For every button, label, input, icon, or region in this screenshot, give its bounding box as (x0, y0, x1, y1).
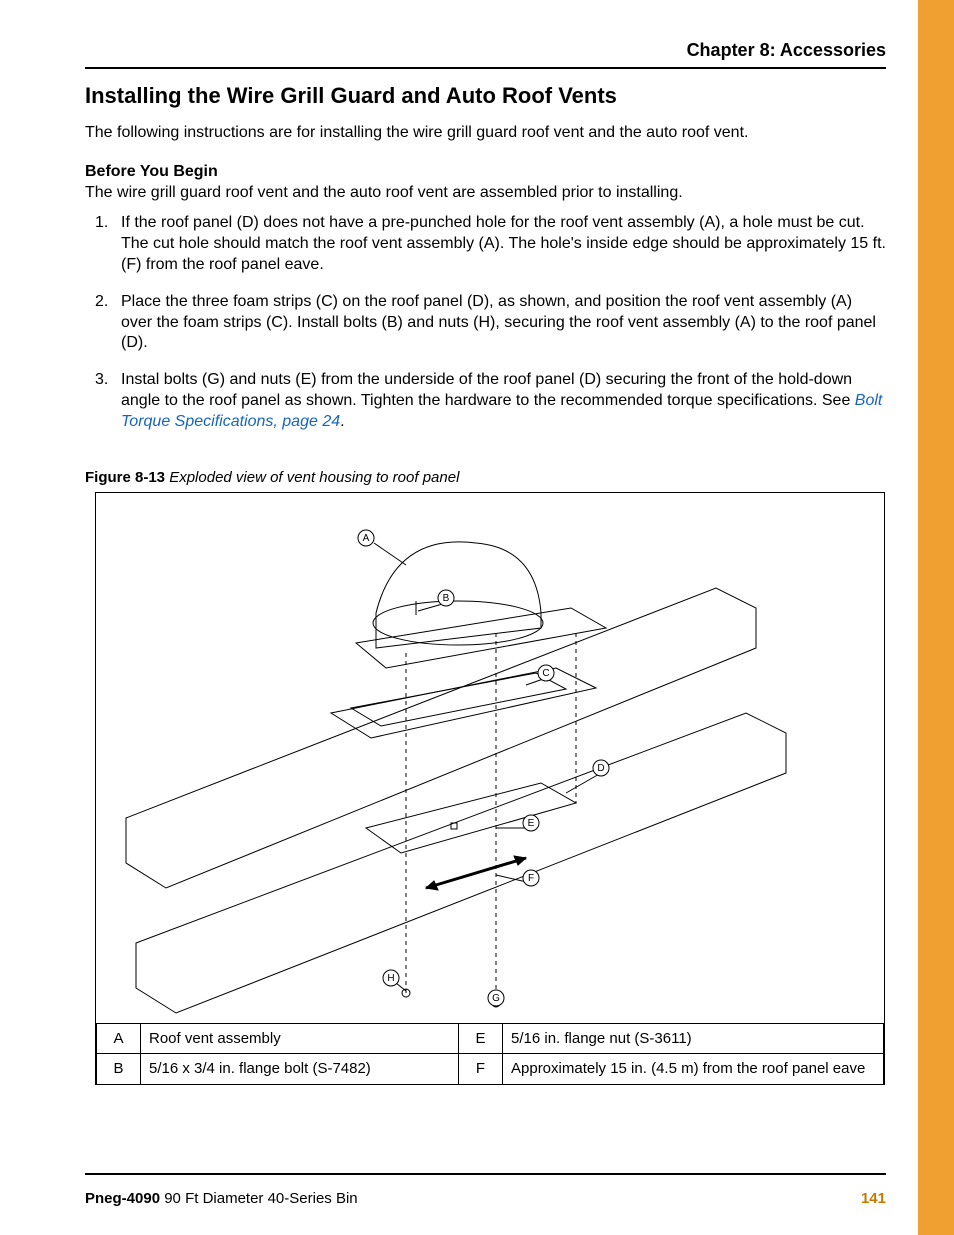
part-desc: Roof vent assembly (141, 1023, 459, 1054)
exploded-view-diagram: A B C D E F G H (96, 493, 884, 1018)
accent-side-bar (918, 0, 954, 1235)
period: . (340, 413, 344, 430)
part-key: F (459, 1054, 503, 1085)
footer-page-number: 141 (861, 1190, 886, 1207)
table-row: B 5/16 x 3/4 in. flange bolt (S-7482) F … (97, 1054, 884, 1085)
page-content: Chapter 8: Accessories Installing the Wi… (0, 0, 954, 1085)
figure-label: Figure 8-13 (85, 469, 165, 486)
footer-doc-id: Pneg-4090 (85, 1190, 160, 1207)
callout-e: E (523, 815, 539, 831)
part-key: A (97, 1023, 141, 1054)
callout-a: A (358, 530, 374, 546)
before-you-begin-heading: Before You Begin (85, 163, 218, 180)
instruction-step: Place the three foam strips (C) on the r… (117, 292, 886, 354)
callout-f: F (523, 870, 539, 886)
part-desc: 5/16 in. flange nut (S-3611) (503, 1023, 884, 1054)
svg-text:F: F (528, 873, 534, 884)
figure-description: Exploded view of vent housing to roof pa… (169, 469, 459, 486)
intro-paragraph: The following instructions are for insta… (85, 123, 886, 144)
instruction-step: If the roof panel (D) does not have a pr… (117, 213, 886, 275)
svg-text:B: B (443, 593, 450, 604)
part-desc: 5/16 x 3/4 in. flange bolt (S-7482) (141, 1054, 459, 1085)
footer-doc-info: Pneg-4090 90 Ft Diameter 40-Series Bin (85, 1190, 358, 1207)
part-key: B (97, 1054, 141, 1085)
page-footer: Pneg-4090 90 Ft Diameter 40-Series Bin 1… (85, 1190, 886, 1207)
svg-text:E: E (528, 818, 535, 829)
section-heading: Installing the Wire Grill Guard and Auto… (85, 83, 886, 109)
callout-d: D (593, 760, 609, 776)
callout-c: C (538, 665, 554, 681)
table-row: A Roof vent assembly E 5/16 in. flange n… (97, 1023, 884, 1054)
footer-rule (85, 1173, 886, 1175)
callout-g: G (488, 990, 504, 1006)
chapter-title: Chapter 8: Accessories (85, 40, 886, 61)
svg-text:G: G (492, 993, 500, 1004)
svg-text:A: A (363, 533, 370, 544)
instruction-list: If the roof panel (D) does not have a pr… (85, 213, 886, 432)
svg-text:C: C (542, 668, 549, 679)
callout-b: B (438, 590, 454, 606)
instruction-step: Instal bolts (G) and nuts (E) from the u… (117, 370, 886, 432)
header-rule (85, 67, 886, 69)
before-you-begin-text: The wire grill guard roof vent and the a… (85, 184, 683, 201)
figure-container: A B C D E F G H A Roof vent assembly E 5… (95, 492, 885, 1085)
before-you-begin: Before You Begin The wire grill guard ro… (85, 162, 886, 204)
figure-caption: Figure 8-13 Exploded view of vent housin… (85, 469, 886, 486)
part-desc: Approximately 15 in. (4.5 m) from the ro… (503, 1054, 884, 1085)
footer-doc-title: 90 Ft Diameter 40-Series Bin (164, 1190, 357, 1207)
instruction-step-text: Instal bolts (G) and nuts (E) from the u… (121, 371, 855, 409)
part-key: E (459, 1023, 503, 1054)
parts-table: A Roof vent assembly E 5/16 in. flange n… (96, 1023, 884, 1085)
svg-text:H: H (387, 973, 394, 984)
callout-h: H (383, 970, 399, 986)
svg-text:D: D (597, 763, 604, 774)
